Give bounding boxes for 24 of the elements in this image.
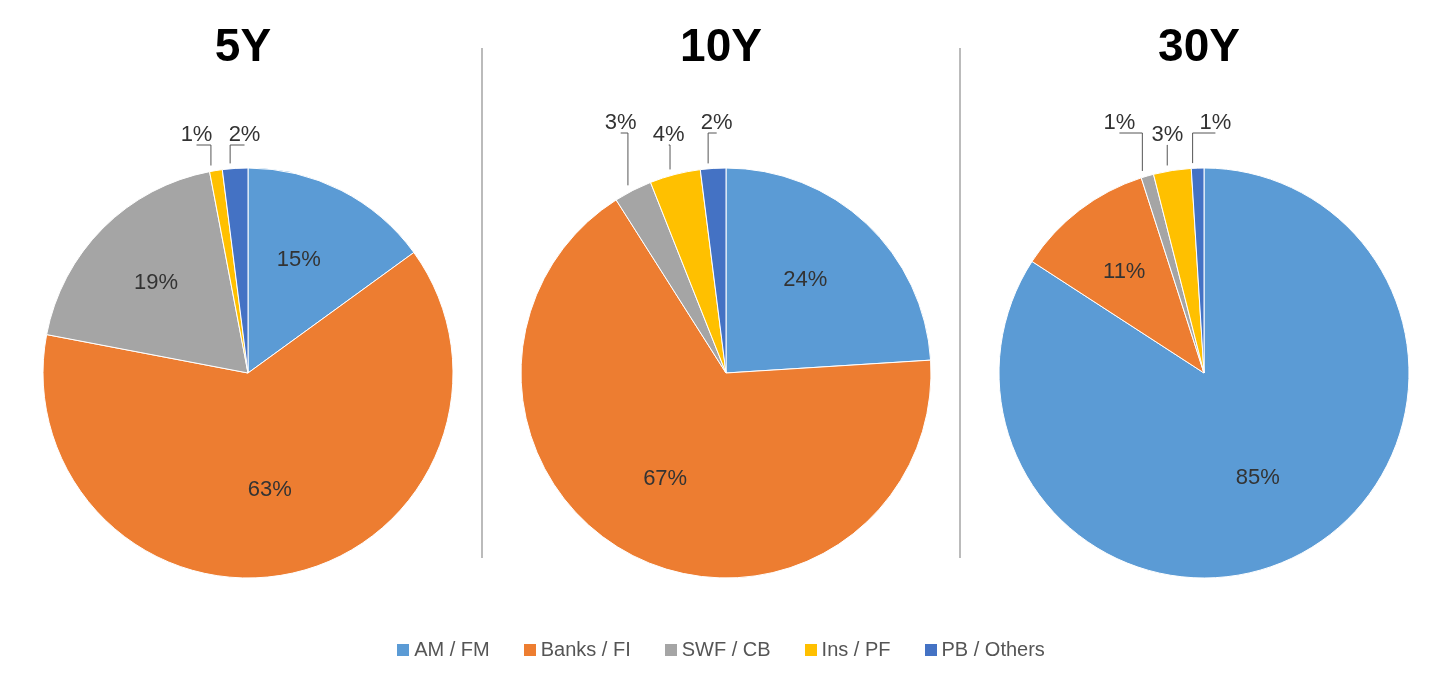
pie-slice xyxy=(998,167,1410,579)
legend-label: SWF / CB xyxy=(680,638,771,661)
data-label: 19% xyxy=(134,268,179,294)
legend-label: Banks / FI xyxy=(539,638,631,661)
legend-label: PB / Others xyxy=(940,638,1045,661)
chart-title: 30Y xyxy=(1157,18,1241,72)
chart-title: 10Y xyxy=(679,18,763,72)
data-label: 3% xyxy=(1151,120,1184,146)
data-label: 4% xyxy=(652,120,685,146)
data-label: 2% xyxy=(700,108,733,134)
data-label: 85% xyxy=(1235,463,1280,489)
chart-title: 5Y xyxy=(213,18,273,72)
data-label: 15% xyxy=(276,245,321,271)
data-label: 67% xyxy=(643,465,688,491)
legend-label: AM / FM xyxy=(413,638,490,661)
data-label: 1% xyxy=(1199,108,1232,134)
legend-label: Ins / PF xyxy=(820,638,891,661)
data-label: 63% xyxy=(247,475,292,501)
data-label: 11% xyxy=(1103,257,1146,283)
data-label: 3% xyxy=(604,108,637,134)
data-label: 24% xyxy=(783,265,828,291)
data-label: 2% xyxy=(228,120,261,146)
data-label: 1% xyxy=(180,120,213,146)
data-label: 1% xyxy=(1103,108,1136,134)
